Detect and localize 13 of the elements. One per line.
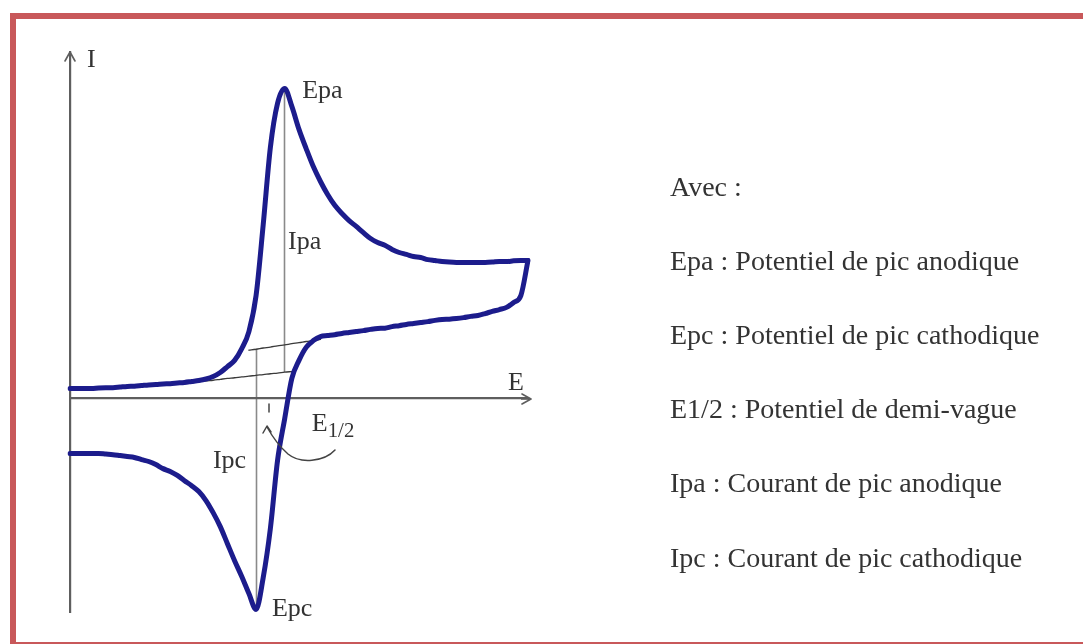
text: E1/2 : Potentiel de demi-vague [670,393,1017,425]
text: Epc : Potentiel de pic cathodique [670,318,1040,351]
annotation: Ipa [288,225,322,255]
text: Avec : [670,170,742,203]
annotation: Ipc [212,444,247,474]
text: Ipa : Courant de pic anodique [670,467,1003,500]
x-axis-title: E [508,366,524,396]
y-axis-title: I [87,44,96,73]
text: Epa : Potentiel de pic anodique [670,244,1020,277]
annotation: E$_{1/2}$ [311,407,355,442]
text: Ipc : Courant de pic cathodique [670,541,1023,574]
annotation: Epc [271,593,313,623]
annotation: Epa [302,75,343,105]
